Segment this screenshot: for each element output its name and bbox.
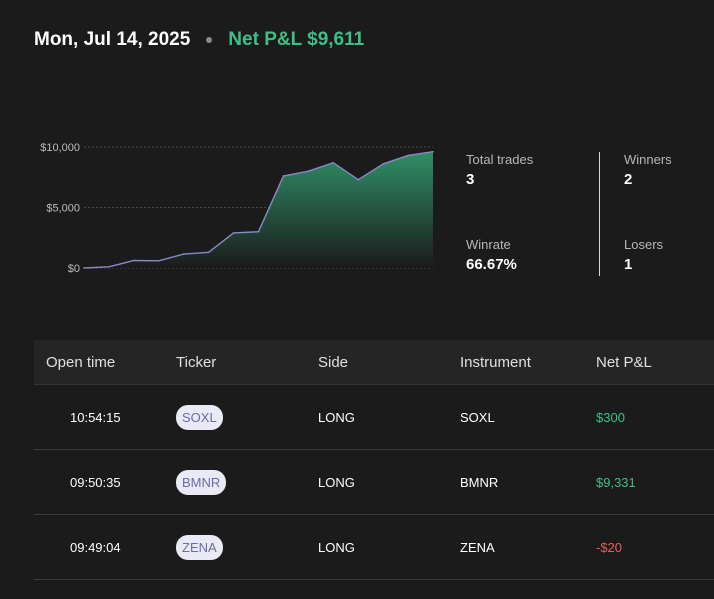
chart-point [382, 163, 384, 165]
chart-point [108, 265, 110, 268]
header-instrument[interactable]: Instrument [460, 353, 531, 371]
table-row[interactable]: 09:50:35 BMNR LONG BMNR $9,331 [34, 450, 714, 515]
ticker-badge[interactable]: SOXL [176, 404, 223, 430]
trades-table: Open time Ticker Side Instrument Net P&L… [34, 340, 714, 580]
chart-point [257, 230, 260, 233]
losers-label: Losers [624, 237, 664, 252]
stats-divider [599, 152, 600, 276]
stat-winners: Winners 2 [624, 152, 672, 188]
y-tick-label: $10,000 [40, 142, 80, 154]
cell-ticker: BMNR [176, 469, 318, 495]
y-tick-label: $0 [68, 263, 80, 275]
cell-open-time: 09:49:04 [70, 539, 121, 555]
chart-point [207, 251, 210, 254]
cell-instrument: ZENA [460, 539, 495, 555]
header-ticker[interactable]: Ticker [176, 353, 217, 371]
day-header: Mon, Jul 14, 2025 Net P&L $9,611 [34, 29, 364, 51]
chart-point [182, 253, 185, 255]
winners-label: Winners [624, 152, 672, 167]
header-side[interactable]: Side [318, 353, 349, 371]
cell-instrument: SOXL [460, 409, 495, 425]
chart-point [232, 232, 235, 234]
winrate-label: Winrate [466, 237, 511, 252]
date-label: Mon, Jul 14, 2025 [34, 29, 191, 50]
chart-point [407, 154, 409, 157]
chart-point [432, 150, 434, 153]
header-net-pnl[interactable]: Net P&L [596, 353, 652, 371]
cell-net-pnl: -$20 [596, 539, 623, 555]
chart-point [282, 175, 285, 177]
cell-side: LONG [318, 474, 355, 490]
y-tick-label: $5,000 [46, 203, 80, 215]
cell-ticker: SOXL [176, 404, 318, 430]
header-open-time[interactable]: Open time [46, 353, 116, 371]
chart-point [133, 259, 135, 262]
cell-net-pnl: $300 [596, 409, 625, 425]
cell-side: LONG [318, 409, 355, 425]
cell-ticker: ZENA [176, 534, 318, 560]
chart-point [83, 267, 85, 269]
chart-point [357, 178, 360, 181]
table-row[interactable]: 10:54:15 SOXL LONG SOXL $300 [34, 385, 714, 450]
chart-point [307, 170, 310, 172]
winrate-value: 66.67% [466, 256, 517, 273]
stat-losers: Losers 1 [624, 237, 663, 273]
cell-open-time: 10:54:15 [70, 409, 121, 425]
chart-area [84, 151, 433, 268]
cell-open-time: 09:50:35 [70, 474, 121, 490]
chart-point [157, 260, 160, 262]
losers-value: 1 [624, 256, 633, 273]
total-trades-label: Total trades [466, 152, 534, 167]
table-row[interactable]: 09:49:04 ZENA LONG ZENA -$20 [34, 515, 714, 580]
stats-panel: Total trades 3 Winrate 66.67% Winners 2 … [466, 152, 714, 278]
cell-instrument: BMNR [460, 474, 499, 490]
winners-value: 2 [624, 171, 633, 188]
chart-point [332, 161, 335, 164]
ticker-badge[interactable]: BMNR [176, 469, 227, 495]
stat-winrate: Winrate 66.67% [466, 237, 517, 273]
ticker-badge[interactable]: ZENA [176, 534, 223, 560]
pnl-chart-svg: $10,000 $5,000 $0 [40, 142, 434, 275]
stat-total-trades: Total trades 3 [466, 152, 533, 188]
separator-dot [206, 37, 213, 43]
net-pnl-label: Net P&L $9,611 [228, 29, 365, 50]
pnl-chart: $10,000 $5,000 $0 [30, 137, 440, 277]
cell-net-pnl: $9,331 [596, 474, 636, 490]
cell-side: LONG [318, 539, 355, 555]
table-header: Open time Ticker Side Instrument Net P&L [34, 340, 714, 385]
total-trades-value: 3 [466, 171, 475, 188]
